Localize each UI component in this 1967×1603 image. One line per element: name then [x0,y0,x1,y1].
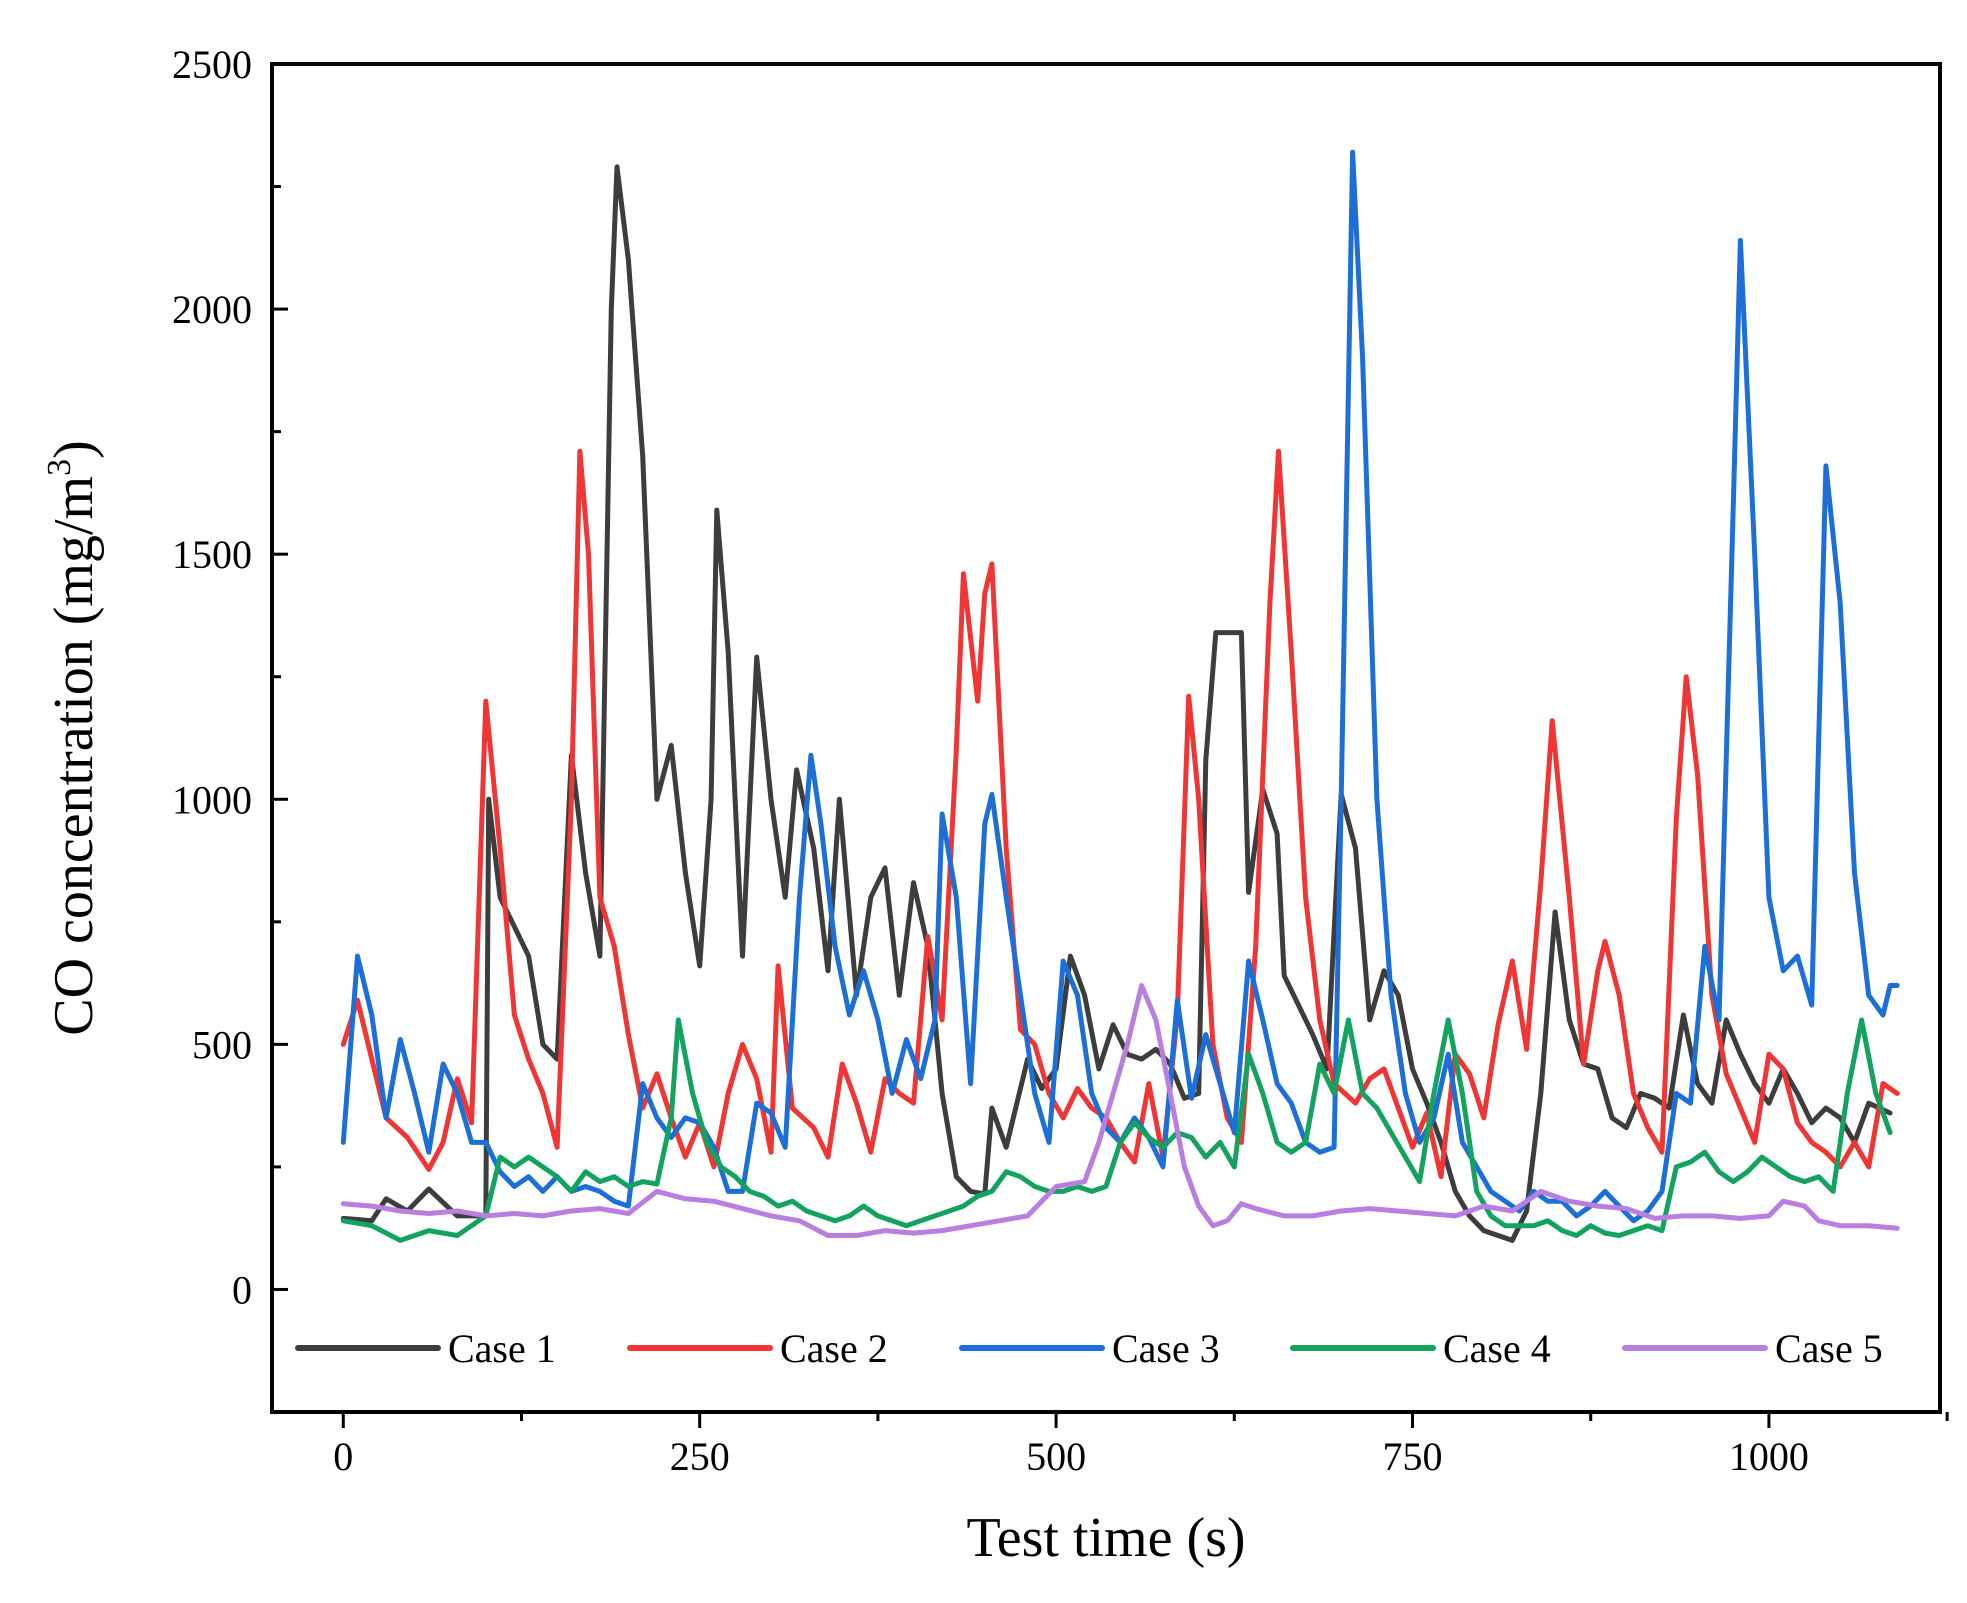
y-axis-title-main: CO concentration (mg/m [43,476,105,1036]
x-tick-label: 250 [670,1434,730,1479]
y-axis-title-superscript: 3 [41,459,78,476]
legend-label-case-1: Case 1 [448,1326,556,1371]
x-tick-label: 0 [333,1434,353,1479]
y-tick-label: 2500 [172,42,252,87]
y-tick-label: 0 [232,1267,252,1312]
x-axis-title: Test time (s) [966,1507,1245,1569]
legend-label-case-3: Case 3 [1112,1326,1220,1371]
y-tick-label: 1000 [172,777,252,822]
plot-frame [270,62,1942,1414]
series-line-case-4 [340,1017,1893,1243]
series-layer [340,149,1900,1243]
y-axis-title-suffix: ) [43,440,105,459]
x-tick-label: 750 [1383,1434,1443,1479]
legend-label-case-5: Case 5 [1775,1326,1883,1371]
legend: Case 1 Case 2 Case 3 Case 4 Case 5 [295,1326,1883,1371]
series-line-case-5 [340,983,1900,1238]
series-line-case-1 [340,164,1893,1243]
y-tick-label: 1500 [172,532,252,577]
x-tick-label: 500 [1026,1434,1086,1479]
x-tick-label: 1000 [1729,1434,1809,1479]
y-axis-title: CO concentration (mg/m3) [41,440,105,1036]
y-tick-label: 500 [192,1022,252,1067]
legend-label-case-4: Case 4 [1443,1326,1551,1371]
y-tick-label: 2000 [172,287,252,332]
legend-label-case-2: Case 2 [780,1326,888,1371]
ticks-layer: 0 500 1000 1500 2000 2500 0 250 500 750 1000 [172,42,1949,1479]
